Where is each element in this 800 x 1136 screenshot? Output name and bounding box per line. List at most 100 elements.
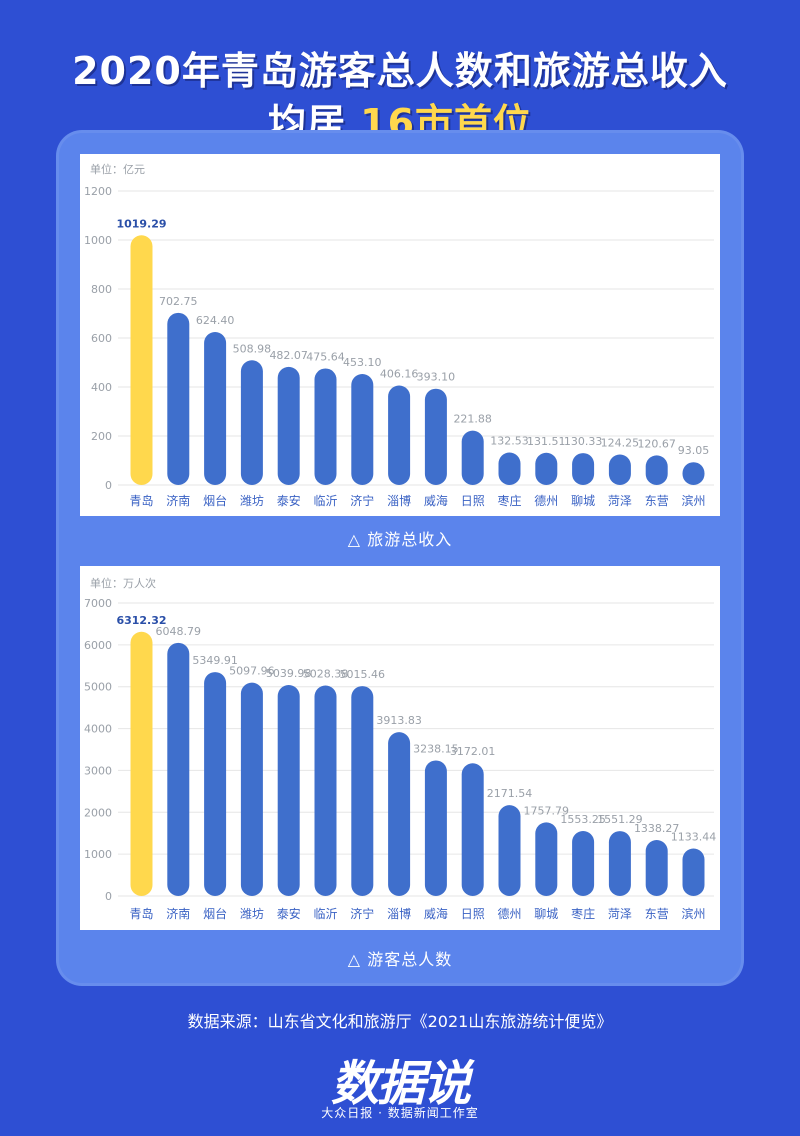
y-tick-label: 3000 — [84, 764, 112, 777]
bar-东营 — [645, 839, 668, 896]
bar-德州 — [535, 452, 558, 485]
y-tick-label: 0 — [105, 890, 112, 903]
category-label: 威海 — [424, 493, 448, 508]
value-label: 475.64 — [306, 350, 345, 363]
y-tick-label: 2000 — [84, 806, 112, 819]
bar-济宁 — [351, 373, 374, 485]
income-chart: 单位：亿元 0 200 400 600 800 1000 1200 1019.29 青岛 702.7… — [84, 162, 714, 508]
value-label: 1551.29 — [597, 813, 643, 826]
category-label: 菏泽 — [608, 907, 632, 921]
category-label: 德州 — [497, 906, 521, 921]
bar-青岛 — [130, 235, 153, 485]
value-label: 5039.98 — [266, 667, 312, 680]
bar-东营 — [645, 455, 668, 485]
bar-烟台 — [204, 332, 227, 485]
category-label: 济南 — [166, 906, 190, 921]
category-label: 东营 — [645, 494, 669, 508]
bar-泰安 — [277, 685, 300, 896]
value-label: 5097.96 — [229, 665, 275, 678]
unit-label: 单位：万人次 — [90, 576, 156, 590]
data-source: 数据来源：山东省文化和旅游厅《2021山东旅游统计便览》 — [187, 1012, 613, 1031]
income-chart-card: 单位：亿元 0 200 400 600 800 1000 1200 1019.29 青岛 702.7… — [80, 154, 720, 516]
category-label: 济宁 — [350, 906, 374, 921]
bar-淄博 — [388, 732, 411, 896]
value-label: 1553.25 — [560, 813, 606, 826]
value-label: 702.75 — [159, 295, 198, 308]
bar-济南 — [167, 312, 190, 485]
category-label: 东营 — [645, 907, 669, 921]
value-label: 482.07 — [269, 349, 308, 362]
y-tick-label: 600 — [91, 332, 112, 345]
bar-枣庄 — [572, 830, 595, 896]
unit-label: 单位：亿元 — [90, 162, 145, 176]
bar-菏泽 — [608, 831, 631, 896]
category-label: 淄博 — [387, 493, 411, 508]
bar-聊城 — [572, 453, 595, 485]
category-label: 青岛 — [129, 493, 153, 508]
value-label: 131.51 — [527, 435, 566, 448]
value-label: 508.98 — [233, 342, 272, 355]
y-tick-label: 400 — [91, 381, 112, 394]
category-label: 枣庄 — [571, 906, 595, 921]
category-label: 威海 — [424, 906, 448, 921]
value-label: 3172.01 — [450, 745, 496, 758]
value-label: 1133.44 — [671, 831, 717, 844]
category-label: 日照 — [461, 907, 485, 921]
bar-日照 — [461, 763, 484, 896]
bar-威海 — [424, 760, 447, 896]
category-label: 聊城 — [571, 494, 595, 508]
value-label: 406.16 — [380, 367, 419, 380]
y-tick-label: 0 — [105, 479, 112, 492]
value-label: 624.40 — [196, 314, 235, 327]
category-label: 德州 — [534, 493, 558, 508]
bar-济宁 — [351, 686, 374, 896]
bar-潍坊 — [240, 682, 263, 896]
bar-菏泽 — [608, 454, 631, 485]
bar-烟台 — [204, 672, 227, 896]
bar-临沂 — [314, 685, 337, 896]
visitors-chart-card: 单位：万人次 0 1000 2000 3000 4000 5000 6000 7000 6312.… — [80, 566, 720, 930]
category-label: 临沂 — [313, 494, 337, 508]
bar-枣庄 — [498, 452, 521, 485]
category-label: 泰安 — [277, 493, 301, 508]
value-label: 130.33 — [564, 435, 603, 448]
value-label: 120.67 — [637, 437, 676, 450]
bar-泰安 — [277, 366, 300, 485]
category-label: 济宁 — [350, 493, 374, 508]
bar-滨州 — [682, 462, 705, 485]
value-label: 5349.91 — [192, 654, 238, 667]
category-label: 济南 — [166, 493, 190, 508]
category-label: 淄博 — [387, 906, 411, 921]
y-tick-label: 7000 — [84, 597, 112, 610]
category-label: 烟台 — [203, 493, 227, 508]
value-label: 1757.79 — [524, 804, 570, 817]
visitors-chart: 单位：万人次 0 1000 2000 3000 4000 5000 6000 7000 6312.… — [84, 576, 717, 921]
value-label: 3238.15 — [413, 742, 459, 755]
category-label: 枣庄 — [497, 493, 521, 508]
page-title-line1: 2020年青岛游客总人数和旅游总收入 — [72, 49, 728, 93]
category-label: 滨州 — [681, 906, 705, 921]
bar-威海 — [424, 388, 447, 485]
value-label: 132.53 — [490, 435, 529, 448]
value-label: 93.05 — [678, 444, 710, 457]
value-label: 2171.54 — [487, 787, 533, 800]
value-label: 453.10 — [343, 356, 382, 369]
y-tick-label: 1200 — [84, 185, 112, 198]
category-label: 潍坊 — [240, 493, 264, 508]
brand-subtitle: 大众日报 · 数据新闻工作室 — [321, 1106, 479, 1120]
value-label: 3913.83 — [376, 714, 422, 727]
y-tick-label: 5000 — [84, 681, 112, 694]
category-label: 聊城 — [534, 907, 558, 921]
category-label: 菏泽 — [608, 494, 632, 508]
brand-logo: 数据说 — [330, 1056, 471, 1112]
bar-潍坊 — [240, 360, 263, 485]
y-tick-label: 1000 — [84, 234, 112, 247]
category-label: 滨州 — [681, 493, 705, 508]
value-label: 1338.27 — [634, 822, 680, 835]
category-label: 青岛 — [129, 906, 153, 921]
value-label: 221.88 — [453, 413, 492, 426]
value-label: 5015.46 — [340, 668, 386, 681]
bar-滨州 — [682, 848, 705, 896]
bar-聊城 — [535, 822, 558, 896]
category-label: 日照 — [461, 494, 485, 508]
